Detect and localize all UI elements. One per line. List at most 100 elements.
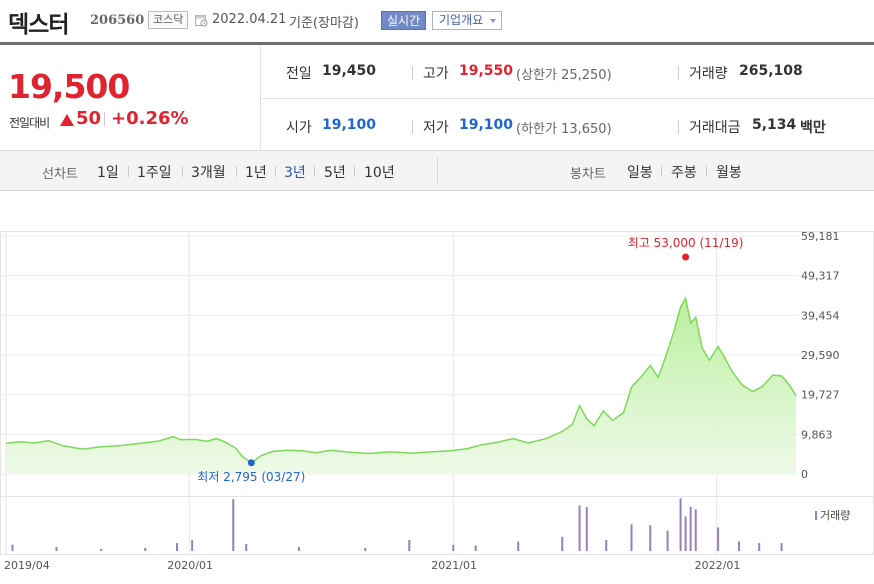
- change-label: 전일대비: [9, 116, 50, 130]
- period-tab-1y[interactable]: 1년: [245, 165, 267, 181]
- candle-tab-daily[interactable]: 일봉: [627, 165, 653, 181]
- volume-bar: [452, 544, 455, 551]
- volume-bar: [758, 543, 761, 551]
- volume-legend-swatch: [815, 511, 817, 520]
- price-area: [5, 296, 797, 474]
- summary-row-divider: [262, 98, 874, 99]
- volume-bar: [408, 540, 411, 551]
- candle-chart-label: 봉차트: [570, 167, 606, 182]
- volume-bar: [11, 544, 14, 551]
- x-tick-label: 2022/01: [695, 559, 741, 572]
- volume-bar: [55, 547, 58, 551]
- volume-bar: [100, 548, 103, 551]
- period-tab-1d[interactable]: 1일: [97, 165, 119, 181]
- volume-bar: [666, 530, 669, 551]
- cell-divider: [678, 120, 679, 134]
- change-amount: 50: [76, 108, 102, 129]
- base-date: 2022.04.21: [212, 12, 287, 27]
- high-value: 19,550: [459, 63, 514, 79]
- nav-separator: [314, 166, 315, 177]
- chevron-down-icon: [490, 19, 497, 23]
- x-tick-label: 2019/04: [4, 559, 50, 572]
- volume-bar: [738, 541, 741, 551]
- candle-tab-monthly[interactable]: 월봉: [716, 165, 742, 181]
- price-summary: 19,500 전일대비 50 +0.26% 전일 19,450 고가 19,55…: [0, 45, 874, 151]
- stock-header: 덱스터 206560 코스닥 2022.04.21 기준(장마감) 실시간 기업…: [0, 0, 874, 42]
- volume-bar: [297, 547, 300, 551]
- prev-close-label: 전일: [286, 66, 312, 82]
- volume-bar: [578, 505, 581, 551]
- y-tick-label: 29,590: [801, 349, 840, 362]
- volume-label: 거래량: [689, 66, 728, 82]
- header-divider: [0, 42, 874, 45]
- change-divider: [104, 112, 105, 126]
- chart-annotations: 최고 53,000 (11/19) 최저 2,795 (03/27): [197, 236, 743, 484]
- open-label: 시가: [286, 120, 312, 136]
- x-tick-label: 2020/01: [167, 559, 213, 572]
- prev-close-value: 19,450: [322, 63, 377, 79]
- nav-separator: [182, 166, 183, 177]
- y-tick-label: 9,863: [801, 428, 833, 441]
- period-tab-10y[interactable]: 10년: [364, 165, 395, 181]
- volume-bar: [585, 507, 588, 551]
- volume-bar: [232, 499, 235, 551]
- price-area-fill: [6, 298, 796, 474]
- volume-legend-label: 거래량: [820, 509, 850, 522]
- trade-value-label: 거래대금: [689, 120, 741, 136]
- realtime-button[interactable]: 실시간: [381, 11, 427, 30]
- volume-bars: 거래량: [11, 498, 850, 551]
- calendar-icon: [195, 15, 208, 27]
- candle-tab-weekly[interactable]: 주봉: [671, 165, 697, 181]
- up-arrow-icon: [60, 114, 74, 126]
- nav-separator: [661, 166, 662, 177]
- trade-value: 5,134: [752, 117, 797, 133]
- base-date-suffix: 기준(장마감): [289, 16, 359, 31]
- x-tick-label: 2021/01: [431, 559, 477, 572]
- price-line: [5, 296, 797, 464]
- low-annotation-label: 최저 2,795 (03/27): [197, 470, 305, 484]
- company-info-button[interactable]: 기업개요: [432, 11, 503, 30]
- volume-bar: [175, 543, 178, 551]
- volume-bar: [694, 509, 697, 551]
- volume-bar: [364, 547, 367, 551]
- volume-bar: [605, 540, 608, 551]
- y-tick-label: 49,317: [801, 270, 840, 283]
- low-value: 19,100: [459, 117, 514, 133]
- nav-separator: [354, 166, 355, 177]
- chart-type-nav: 선차트 1일 1주일 3개월 1년 3년 5년 10년 봉차트 일봉 주봉 월봉: [0, 151, 874, 191]
- volume-frame: [0, 496, 874, 555]
- change-rate: +0.26%: [111, 108, 189, 129]
- open-value: 19,100: [322, 117, 377, 133]
- y-axis-ticks: 59,181 49,317 39,454 29,590 19,727 9,863 0: [801, 230, 840, 481]
- volume-bar: [780, 543, 783, 551]
- nav-group-divider: [437, 157, 438, 185]
- y-tick-label: 0: [801, 468, 808, 481]
- price-chart: 59,181 49,317 39,454 29,590 19,727 9,863 0 201…: [0, 230, 874, 572]
- volume-bar: [649, 525, 652, 551]
- volume-bar: [689, 507, 692, 551]
- high-label: 고가: [423, 66, 449, 82]
- nav-separator: [275, 166, 276, 177]
- lower-limit: (하한가 13,650): [516, 122, 612, 137]
- period-tab-3m[interactable]: 3개월: [191, 165, 226, 181]
- market-badge: 코스닥: [148, 11, 189, 29]
- line-chart-label: 선차트: [42, 167, 78, 182]
- current-price: 19,500: [8, 67, 130, 106]
- nav-separator: [128, 166, 129, 177]
- nav-separator: [706, 166, 707, 177]
- period-tab-5y[interactable]: 5년: [324, 165, 346, 181]
- y-tick-label: 39,454: [801, 309, 840, 322]
- cell-divider: [678, 66, 679, 80]
- nav-separator: [236, 166, 237, 177]
- volume-bar: [717, 527, 720, 551]
- period-tab-3y[interactable]: 3년: [284, 165, 306, 181]
- volume-bar: [679, 498, 682, 551]
- volume-bar: [191, 540, 194, 551]
- period-tab-1w[interactable]: 1주일: [137, 165, 172, 181]
- low-label: 저가: [423, 120, 449, 136]
- volume-bar: [144, 547, 147, 551]
- cell-divider: [412, 66, 413, 80]
- low-marker: [247, 459, 255, 467]
- x-axis-ticks: 2019/04 2020/01 2021/01 2022/01: [4, 559, 740, 572]
- volume-bar: [517, 541, 520, 551]
